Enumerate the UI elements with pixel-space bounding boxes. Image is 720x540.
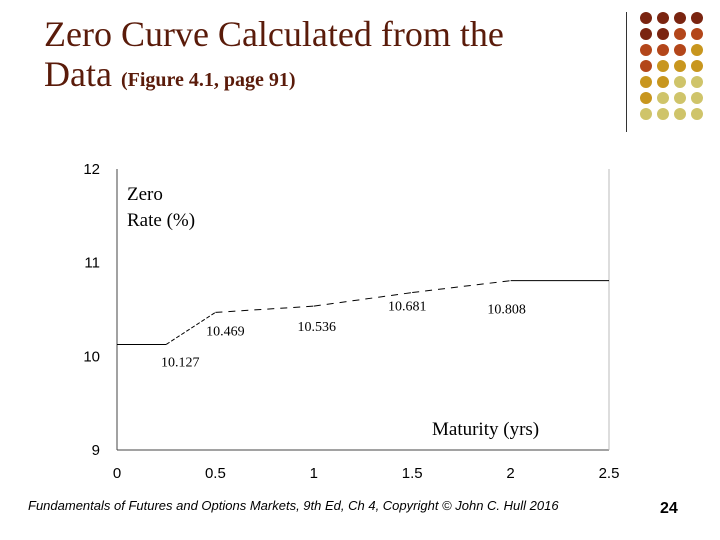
y-tick-label: 11 (84, 255, 100, 272)
data-label: 10.681 (388, 300, 427, 315)
page-number: 24 (660, 500, 678, 517)
decorative-dot (674, 92, 686, 104)
decorative-dot (657, 92, 669, 104)
decorative-dot (691, 76, 703, 88)
decorative-dot (691, 60, 703, 72)
decorative-dot (657, 12, 669, 24)
decorative-dot (657, 44, 669, 56)
slide-title: Zero Curve Calculated from the Data (Fig… (44, 14, 614, 100)
y-tick-label: 12 (83, 161, 100, 178)
y-tick-label: 9 (92, 442, 100, 459)
decorative-dot (657, 108, 669, 120)
decorative-dot (674, 76, 686, 88)
decorative-dot (691, 28, 703, 40)
decorative-dot (674, 44, 686, 56)
x-tick-label: 2 (506, 465, 514, 482)
zero-curve-segment (215, 305, 314, 313)
decorative-dot (691, 108, 703, 120)
decorative-dot-grid (640, 12, 703, 120)
decorative-dot (674, 60, 686, 72)
title-line-2: Data (44, 54, 112, 94)
data-label: 10.808 (487, 303, 526, 318)
zero-curve-segment (165, 311, 216, 345)
title-line-1: Zero Curve Calculated from the (44, 14, 504, 54)
data-label: 10.469 (206, 324, 245, 339)
x-tick-label: 1.5 (402, 465, 423, 482)
decorative-dot (674, 12, 686, 24)
y-axis-title: Rate (%) (127, 210, 195, 231)
x-tick-label: 0.5 (205, 465, 226, 482)
x-tick-label: 1 (310, 465, 318, 482)
chart-axes (116, 169, 610, 451)
footer-copyright: Fundamentals of Futures and Options Mark… (28, 498, 559, 513)
zero-curve-segment (313, 292, 413, 307)
decorative-dot (640, 108, 652, 120)
y-tick-label: 10 (83, 348, 100, 365)
title-subtitle: (Figure 4.1, page 91) (120, 69, 296, 91)
x-tick-label: 2.5 (599, 465, 620, 482)
data-label: 10.536 (298, 320, 337, 335)
decorative-dot (640, 92, 652, 104)
y-axis-title: Zero (127, 184, 163, 205)
title-divider (626, 12, 627, 132)
chart-marks (117, 280, 609, 345)
decorative-dot (657, 60, 669, 72)
decorative-dot (674, 28, 686, 40)
decorative-dot (640, 60, 652, 72)
decorative-dot (691, 44, 703, 56)
decorative-dot (691, 92, 703, 104)
decorative-dot (640, 76, 652, 88)
decorative-dot (657, 76, 669, 88)
decorative-dot (674, 108, 686, 120)
data-label: 10.127 (161, 355, 200, 370)
x-tick-label: 0 (113, 465, 121, 482)
decorative-dot (640, 44, 652, 56)
decorative-dot (657, 28, 669, 40)
chart-labels: 9 10 11 12 0 0.5 1 1.5 2 2.5 10.127 10.469 10.536 10.… (83, 161, 619, 482)
zero-curve-segment (412, 280, 511, 294)
decorative-dot (640, 12, 652, 24)
x-axis-title: Maturity (yrs) (432, 419, 539, 440)
decorative-dot (640, 28, 652, 40)
decorative-dot (691, 12, 703, 24)
